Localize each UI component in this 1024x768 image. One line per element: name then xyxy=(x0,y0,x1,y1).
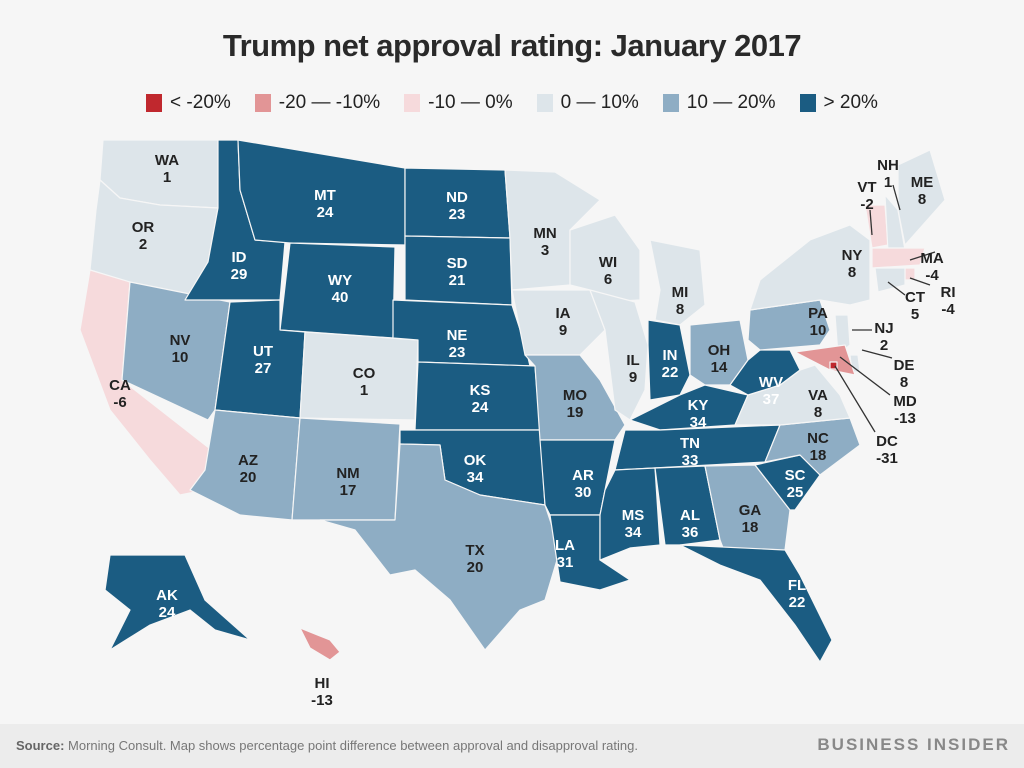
legend-item: 0 — 10% xyxy=(536,92,639,114)
state-label-me: ME 8 xyxy=(911,174,934,208)
source-label: Source: xyxy=(16,738,65,753)
map-title: Trump net approval rating: January 2017 xyxy=(222,28,802,63)
state-label-nd: ND 23 xyxy=(446,189,468,223)
state-il xyxy=(589,289,649,421)
state-label-al: AL 36 xyxy=(680,507,700,541)
state-nj xyxy=(834,314,851,356)
legend-swatch xyxy=(146,94,163,112)
state-label-ga: GA 18 xyxy=(739,502,762,536)
state-label-co: CO 1 xyxy=(353,365,376,399)
state-fl xyxy=(679,544,833,663)
legend-swatch xyxy=(404,94,421,112)
state-label-ky: KY 34 xyxy=(688,397,709,431)
state-label-nj: NJ 2 xyxy=(874,320,893,354)
leader-line-nh xyxy=(892,184,901,211)
state-label-la: LA 31 xyxy=(555,537,575,571)
leader-line-vt xyxy=(869,209,873,236)
state-label-wy: WY 40 xyxy=(328,272,352,306)
leader-line-ct xyxy=(887,281,906,296)
state-label-mo: MO 19 xyxy=(563,387,587,421)
state-label-id: ID 29 xyxy=(231,249,248,283)
footer: Source: Morning Consult. Map shows perce… xyxy=(0,724,1024,768)
leader-line-dc xyxy=(834,365,876,433)
legend-swatch xyxy=(799,94,816,112)
legend-swatch xyxy=(536,94,553,112)
state-label-wv: WV 37 xyxy=(759,374,783,408)
legend-label: > 20% xyxy=(823,92,878,113)
state-label-ma: MA -4 xyxy=(920,250,943,284)
leader-line-ma xyxy=(909,251,936,261)
state-label-pa: PA 10 xyxy=(808,305,828,339)
state-label-fl: FL 22 xyxy=(788,577,806,611)
legend-label: < -20% xyxy=(170,92,231,113)
us-map: WA 1 OR 2 CA -6 NV 10 ID 29 MT 24 WY 40 UT 27 AZ 20 CO 1 NM 1… xyxy=(79,139,956,709)
legend-item: 10 — 20% xyxy=(662,92,776,114)
state-label-oh: OH 14 xyxy=(708,342,731,376)
legend-swatch xyxy=(662,94,679,112)
state-label-or: OR 2 xyxy=(132,219,155,253)
state-ct xyxy=(874,267,906,293)
state-label-az: AZ 20 xyxy=(238,452,258,486)
state-mo xyxy=(524,354,626,441)
state-label-nc: NC 18 xyxy=(807,430,829,464)
state-label-ms: MS 34 xyxy=(622,507,645,541)
leader-line-md xyxy=(839,356,891,396)
state-label-de: DE 8 xyxy=(894,357,915,391)
source-text: Morning Consult. Map shows percentage po… xyxy=(68,738,638,753)
state-label-il: IL 9 xyxy=(626,352,639,386)
legend-item: -10 — 0% xyxy=(404,92,513,114)
state-md xyxy=(794,344,856,376)
state-label-dc: DC -31 xyxy=(876,433,898,467)
state-label-wa: WA 1 xyxy=(155,152,179,186)
state-label-va: VA 8 xyxy=(808,387,828,421)
state-ma xyxy=(871,247,926,269)
state-label-mn: MN 3 xyxy=(533,225,556,259)
state-tx xyxy=(319,443,561,651)
legend: < -20% -20 — -10% -10 — 0% 0 — 10% 10 — … xyxy=(0,92,1024,114)
legend-label: -20 — -10% xyxy=(278,92,381,113)
source-note: Source: Morning Consult. Map shows perce… xyxy=(16,738,638,753)
state-label-md: MD -13 xyxy=(893,393,916,427)
legend-label: -10 — 0% xyxy=(428,92,513,113)
state-label-sd: SD 21 xyxy=(447,255,468,289)
state-label-ne: NE 23 xyxy=(447,327,468,361)
state-label-ks: KS 24 xyxy=(470,382,491,416)
legend-item: < -20% xyxy=(146,92,231,114)
state-label-in: IN 22 xyxy=(662,347,679,381)
state-al xyxy=(654,465,721,546)
leader-line-ri xyxy=(909,277,931,286)
state-label-ri: RI -4 xyxy=(941,284,956,318)
state-ia xyxy=(511,289,606,356)
state-label-vt: VT -2 xyxy=(857,179,876,213)
state-label-ct: CT 5 xyxy=(905,289,925,323)
state-label-ar: AR 30 xyxy=(572,467,594,501)
legend-item: -20 — -10% xyxy=(254,92,381,114)
state-ak xyxy=(104,554,251,651)
state-ny xyxy=(749,224,871,311)
state-label-ut: UT 27 xyxy=(253,343,273,377)
state-label-sc: SC 25 xyxy=(785,467,806,501)
state-label-ok: OK 34 xyxy=(464,452,487,486)
state-label-mi: MI 8 xyxy=(672,284,689,318)
legend-label: 10 — 20% xyxy=(686,92,776,113)
state-label-hi: HI -13 xyxy=(311,675,333,709)
state-label-tx: TX 20 xyxy=(465,542,484,576)
legend-label: 0 — 10% xyxy=(560,92,639,113)
brand-logo: BUSINESS INSIDER xyxy=(817,735,1010,754)
state-label-mt: MT 24 xyxy=(314,187,336,221)
legend-item: > 20% xyxy=(799,92,878,114)
state-label-tn: TN 33 xyxy=(680,435,700,469)
state-label-ca: CA -6 xyxy=(109,377,131,411)
state-hi xyxy=(299,627,341,661)
state-label-nm: NM 17 xyxy=(336,465,359,499)
legend-swatch xyxy=(254,94,271,112)
state-label-ak: AK 24 xyxy=(156,587,178,621)
state-label-ny: NY 8 xyxy=(842,247,863,281)
leader-line-de xyxy=(861,349,893,359)
state-label-wi: WI 6 xyxy=(599,254,617,288)
state-label-nv: NV 10 xyxy=(170,332,191,366)
state-ms xyxy=(599,467,661,561)
state-label-ia: IA 9 xyxy=(556,305,571,339)
state-label-nh: NH 1 xyxy=(877,157,899,191)
